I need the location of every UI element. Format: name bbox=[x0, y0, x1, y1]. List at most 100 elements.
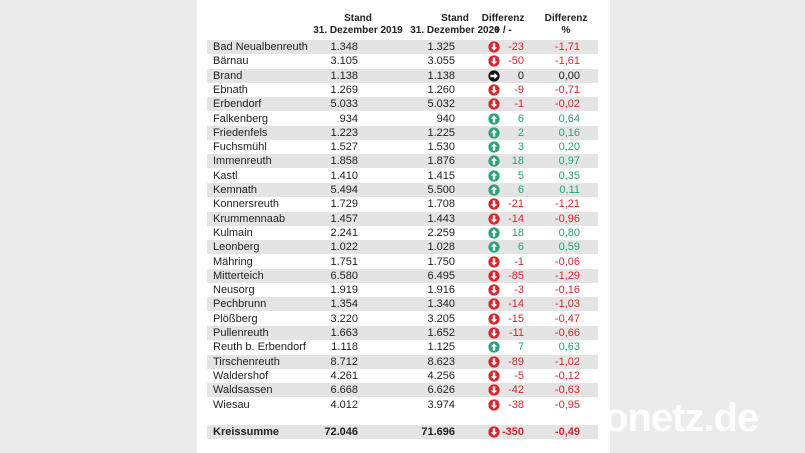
value-2020: 4.256 bbox=[427, 369, 455, 382]
trend-icon bbox=[488, 69, 500, 82]
row-label: Fuchsmühl bbox=[213, 141, 267, 154]
difference: 0 bbox=[517, 69, 524, 82]
value-2019: 4.012 bbox=[330, 398, 358, 411]
trend-icon bbox=[488, 298, 500, 310]
column-header: Stand bbox=[441, 13, 469, 24]
difference-percent: -1,71 bbox=[554, 41, 580, 53]
value-2019: 1.022 bbox=[330, 241, 358, 254]
value-2019: 8.712 bbox=[330, 355, 358, 368]
value-2020: 1.225 bbox=[427, 126, 455, 139]
difference: -11 bbox=[508, 327, 524, 339]
column-header: 31. Dezember 2020 bbox=[410, 25, 500, 36]
difference: -38 bbox=[508, 398, 524, 411]
trend-icon bbox=[488, 41, 500, 53]
row-label: Leonberg bbox=[213, 241, 260, 254]
value-2019: 1.457 bbox=[330, 212, 358, 225]
difference-percent: -0,71 bbox=[554, 83, 580, 96]
difference: 2 bbox=[517, 126, 524, 139]
row-label: Wiesau bbox=[213, 398, 250, 411]
difference-percent: 0,97 bbox=[558, 155, 580, 168]
trend-icon bbox=[488, 384, 500, 396]
value-2019: 1.354 bbox=[330, 298, 358, 311]
row-label: Konnersreuth bbox=[213, 198, 280, 211]
value-2019: 1.348 bbox=[330, 41, 358, 53]
trend-icon bbox=[488, 212, 500, 225]
column-header: + / - bbox=[494, 25, 512, 36]
value-2020: 1.708 bbox=[427, 198, 455, 211]
difference: -85 bbox=[508, 269, 524, 282]
difference: -15 bbox=[508, 312, 524, 325]
row-band bbox=[207, 326, 598, 340]
row-label: Immenreuth bbox=[213, 155, 272, 168]
value-2020: 1.138 bbox=[427, 69, 455, 82]
trend-icon bbox=[488, 241, 500, 253]
difference-percent: -0,96 bbox=[554, 212, 580, 225]
difference-percent: 0,20 bbox=[558, 141, 580, 154]
trend-icon bbox=[488, 370, 500, 382]
row-label: Bad Neualbenreuth bbox=[213, 41, 308, 53]
value-2019: 1.858 bbox=[330, 155, 358, 168]
difference-percent: 0,63 bbox=[558, 341, 580, 354]
value-2020: 8.623 bbox=[427, 355, 455, 368]
row-label: Falkenberg bbox=[213, 112, 269, 125]
difference: -350 bbox=[501, 426, 524, 438]
value-2019: 1.269 bbox=[330, 83, 358, 96]
trend-icon bbox=[488, 170, 500, 182]
difference-percent: -0,47 bbox=[554, 312, 580, 325]
row-band bbox=[207, 40, 598, 54]
row-label: Kemnath bbox=[213, 184, 258, 196]
difference: -23 bbox=[508, 41, 524, 53]
value-2020: 940 bbox=[436, 112, 455, 125]
row-band bbox=[207, 183, 598, 197]
column-header: 31. Dezember 2019 bbox=[313, 25, 403, 36]
row-label: Pullenreuth bbox=[213, 327, 269, 339]
column-header: Stand bbox=[344, 13, 372, 24]
trend-icon bbox=[488, 426, 500, 438]
difference-percent: 0,59 bbox=[558, 241, 580, 254]
value-2020: 1.876 bbox=[427, 155, 455, 168]
value-2020: 3.205 bbox=[427, 312, 455, 325]
difference: 18 bbox=[511, 226, 524, 239]
row-band bbox=[207, 268, 598, 283]
trend-icon bbox=[488, 341, 500, 353]
value-2019: 1.138 bbox=[330, 69, 358, 82]
trend-icon bbox=[488, 198, 500, 210]
value-2019: 2.241 bbox=[330, 226, 358, 239]
value-2020: 6.626 bbox=[427, 384, 455, 397]
difference: 6 bbox=[517, 112, 524, 125]
difference-percent: -1,29 bbox=[554, 269, 580, 282]
difference-percent: 0,35 bbox=[558, 169, 580, 182]
row-label: Kastl bbox=[213, 169, 238, 182]
row-band bbox=[207, 354, 598, 369]
value-2019: 72.046 bbox=[324, 426, 358, 438]
difference: -1 bbox=[514, 98, 524, 111]
difference: -3 bbox=[514, 284, 524, 297]
value-2020: 1.530 bbox=[427, 141, 455, 154]
row-band bbox=[207, 68, 598, 83]
difference-percent: -1,02 bbox=[554, 355, 580, 368]
value-2019: 1.663 bbox=[330, 327, 358, 339]
value-2019: 4.261 bbox=[330, 369, 358, 382]
difference-percent: 0,00 bbox=[558, 69, 580, 82]
difference-percent: -0,49 bbox=[554, 426, 580, 438]
value-2019: 3.105 bbox=[330, 55, 358, 68]
value-2019: 1.223 bbox=[330, 126, 358, 139]
trend-icon bbox=[488, 255, 500, 268]
trend-icon bbox=[488, 398, 500, 411]
trend-icon bbox=[488, 284, 500, 296]
row-label: Friedenfels bbox=[213, 126, 268, 139]
row-band bbox=[207, 211, 598, 226]
trend-icon bbox=[488, 313, 500, 325]
difference: 18 bbox=[511, 155, 524, 168]
row-band bbox=[207, 297, 598, 312]
value-2019: 1.919 bbox=[330, 284, 358, 297]
difference: -89 bbox=[508, 355, 524, 368]
difference-percent: 0,64 bbox=[558, 112, 580, 125]
row-label: Brand bbox=[213, 69, 243, 82]
difference: 6 bbox=[517, 184, 524, 196]
row-label: Pechbrunn bbox=[213, 298, 267, 311]
value-2020: 5.500 bbox=[427, 184, 455, 196]
row-label: Plößberg bbox=[213, 312, 258, 325]
difference-percent: -0,16 bbox=[554, 284, 580, 297]
